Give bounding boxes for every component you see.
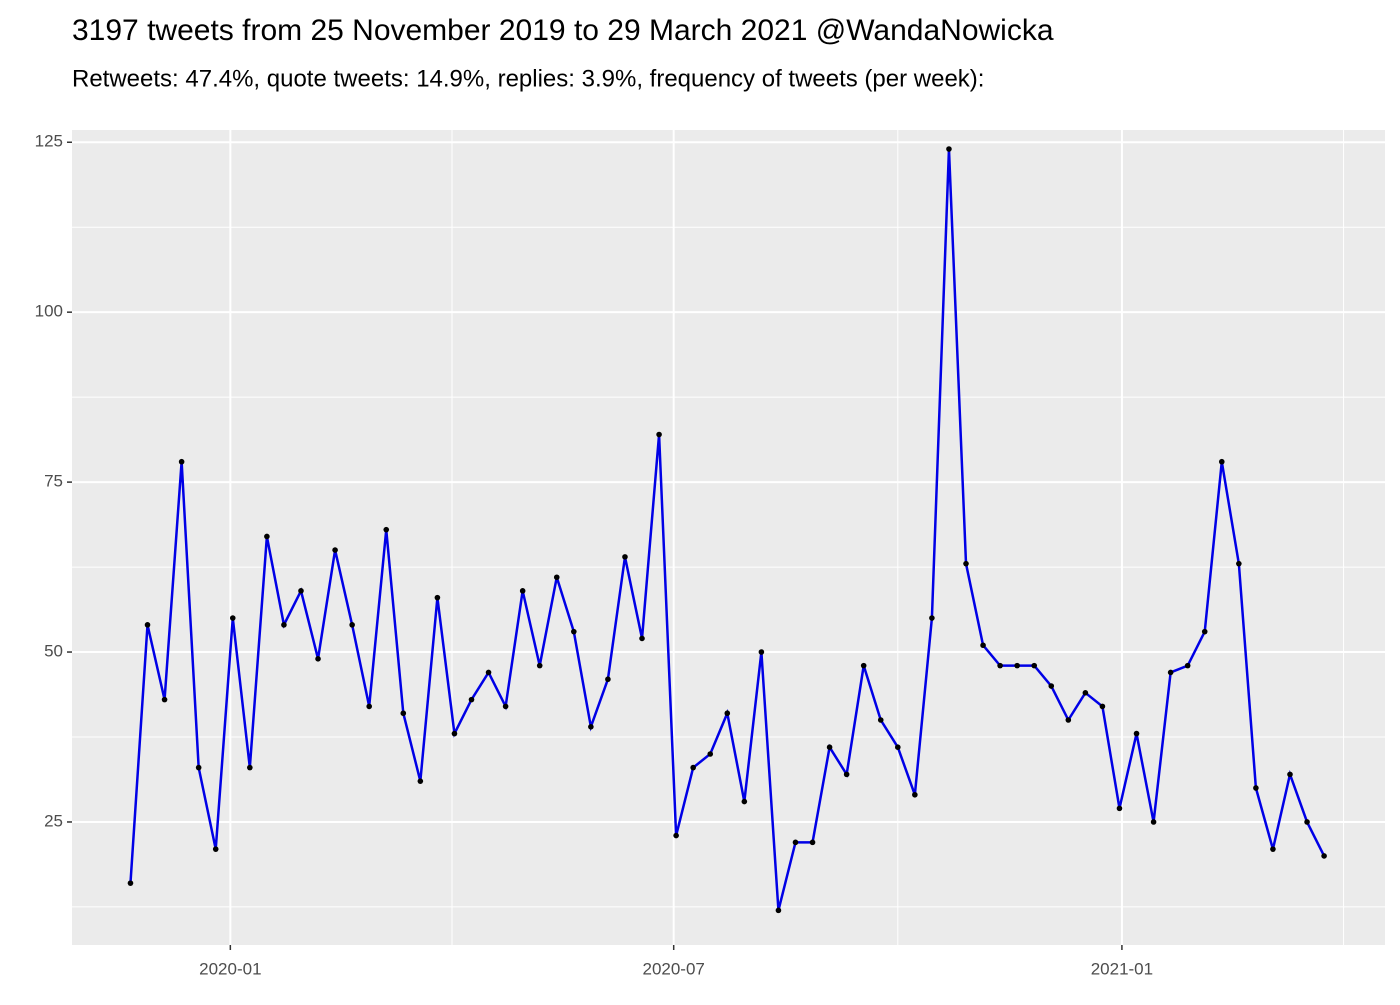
point: [1031, 662, 1038, 669]
point: [673, 832, 679, 839]
point: [468, 696, 475, 703]
point: [946, 146, 952, 152]
point: [1150, 819, 1157, 825]
point: [400, 710, 407, 717]
point: [929, 615, 935, 621]
y-tick-label: 100: [35, 302, 63, 321]
point: [298, 588, 304, 594]
point: [639, 635, 645, 642]
chart-subtitle: Retweets: 47.4%, quote tweets: 14.9%, re…: [72, 65, 984, 92]
point: [519, 588, 526, 594]
point: [1287, 771, 1293, 778]
y-tick-label: 50: [44, 642, 63, 661]
point: [1253, 785, 1259, 791]
point: [980, 642, 986, 649]
point: [1065, 717, 1072, 723]
point: [127, 880, 134, 886]
point: [656, 431, 662, 438]
point: [792, 839, 799, 846]
point: [366, 703, 372, 710]
point: [315, 656, 321, 662]
point: [281, 622, 287, 628]
point: [860, 662, 867, 669]
point: [826, 744, 833, 750]
point: [895, 744, 901, 750]
point: [1304, 819, 1310, 825]
point: [383, 526, 390, 533]
point: [843, 771, 850, 778]
point: [332, 547, 338, 553]
point: [553, 574, 560, 581]
y-tick-label: 125: [35, 132, 63, 151]
point: [724, 710, 731, 717]
point: [434, 594, 441, 601]
y-tick-label: 25: [44, 811, 63, 830]
point: [195, 764, 202, 771]
point: [1014, 662, 1020, 669]
point: [1321, 853, 1327, 859]
point: [690, 764, 696, 771]
point: [1184, 662, 1191, 669]
point: [588, 724, 594, 730]
point: [997, 662, 1003, 669]
point: [451, 730, 458, 737]
y-tick-label: 75: [44, 472, 63, 491]
point: [485, 669, 492, 676]
point: [349, 622, 355, 628]
point: [1218, 458, 1225, 465]
point: [758, 649, 765, 655]
point: [1082, 690, 1089, 696]
x-tick-label: 2021-01: [1091, 959, 1153, 978]
point: [741, 798, 748, 805]
point: [212, 846, 219, 852]
point: [1133, 730, 1140, 737]
point: [502, 703, 509, 710]
point: [809, 839, 816, 846]
point: [912, 791, 918, 798]
point: [417, 778, 424, 784]
point: [1048, 683, 1055, 689]
point: [178, 458, 185, 465]
point: [144, 622, 151, 628]
point: [1116, 805, 1123, 812]
point: [247, 764, 253, 771]
point: [622, 554, 628, 560]
point: [161, 696, 168, 703]
point: [536, 662, 543, 669]
point: [1167, 669, 1174, 676]
x-tick-label: 2020-01: [199, 959, 261, 978]
point: [229, 615, 236, 621]
plot-panel: [72, 130, 1385, 945]
point: [1236, 560, 1242, 567]
point: [1099, 703, 1106, 710]
chart-title: 3197 tweets from 25 November 2019 to 29 …: [72, 14, 1054, 47]
point: [707, 751, 714, 757]
point: [963, 560, 969, 567]
point: [605, 676, 611, 683]
point: [1201, 628, 1208, 635]
point: [877, 717, 884, 723]
point: [1270, 846, 1276, 852]
point: [264, 533, 270, 540]
x-tick-label: 2020-07: [642, 959, 704, 978]
point: [775, 907, 782, 914]
point: [571, 628, 577, 635]
